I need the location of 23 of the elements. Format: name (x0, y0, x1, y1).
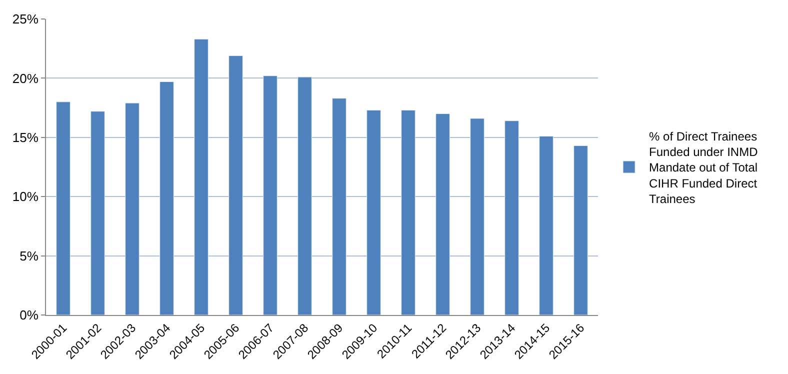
y-tick-label: 25% (12, 12, 39, 27)
y-tick-label: 20% (12, 70, 39, 86)
bar (194, 38, 208, 315)
legend-label: % of Direct Trainees Funded under INMD Mandate out of Total CIHR Funded Direct Trainees (649, 129, 758, 206)
bar (332, 98, 346, 315)
bar (263, 76, 278, 315)
bar (470, 118, 484, 315)
bar (401, 110, 416, 315)
y-tick-label: 0% (20, 308, 39, 323)
y-tick-label: 10% (12, 189, 39, 204)
bar (366, 110, 381, 315)
bar (436, 113, 450, 315)
bar (125, 102, 140, 315)
y-tick-label: 15% (12, 130, 39, 145)
bar (298, 76, 312, 315)
bar (539, 136, 554, 315)
bar (56, 102, 70, 315)
bar (504, 120, 519, 315)
bar (574, 145, 588, 315)
bar (228, 55, 243, 315)
y-tick-label: 5% (20, 248, 39, 264)
bar (90, 111, 105, 315)
bar (160, 82, 174, 315)
